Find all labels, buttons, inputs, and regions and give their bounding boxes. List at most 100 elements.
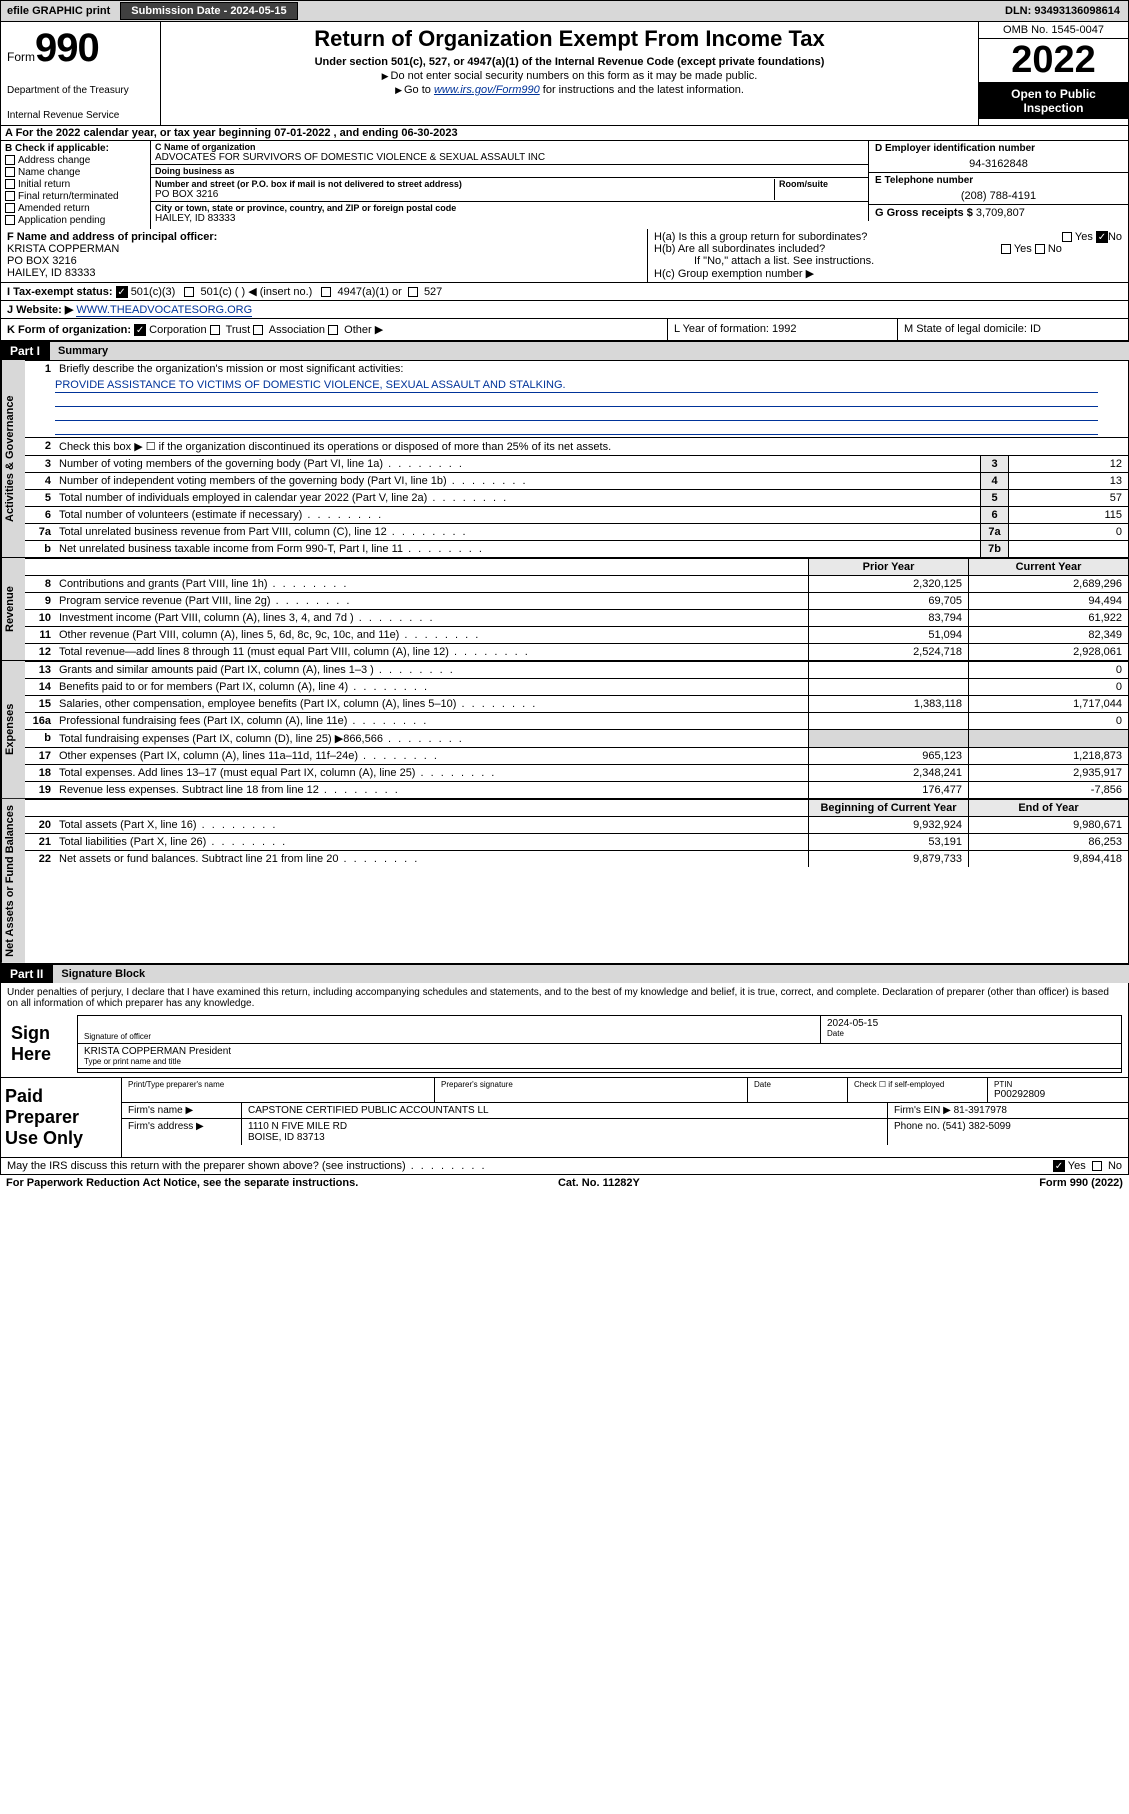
chk-application-pending[interactable]	[5, 215, 15, 225]
efile-label[interactable]: efile GRAPHIC print	[1, 5, 116, 17]
financial-line: 15Salaries, other compensation, employee…	[25, 695, 1128, 712]
part-2-header: Part II Signature Block	[0, 964, 1129, 983]
financial-line: 16aProfessional fundraising fees (Part I…	[25, 712, 1128, 729]
expenses-section: Expenses 13Grants and similar amounts pa…	[0, 661, 1129, 799]
firm-addr: 1110 N FIVE MILE RD	[248, 1121, 881, 1132]
col-b-checkboxes: B Check if applicable: Address change Na…	[1, 141, 151, 229]
chk-amended-return[interactable]	[5, 203, 15, 213]
header-grid: B Check if applicable: Address change Na…	[0, 141, 1129, 229]
firm-ein: 81-3917978	[954, 1105, 1007, 1116]
vtab-expenses: Expenses	[1, 661, 25, 798]
form-prefix: Form	[7, 50, 35, 64]
chk-association[interactable]	[253, 325, 263, 335]
line1-label: Briefly describe the organization's miss…	[55, 361, 1128, 377]
line2-text: Check this box ▶ ☐ if the organization d…	[55, 438, 1128, 455]
city-label: City or town, state or province, country…	[155, 203, 864, 213]
hb-no-chk[interactable]	[1035, 244, 1045, 254]
vtab-net-assets: Net Assets or Fund Balances	[1, 799, 25, 963]
addr-label: Number and street (or P.O. box if mail i…	[155, 179, 774, 189]
gross-label: G Gross receipts $	[875, 207, 973, 219]
omb-number: OMB No. 1545-0047	[979, 22, 1128, 39]
paid-preparer-label: Paid Preparer Use Only	[1, 1078, 121, 1157]
open-inspection: Open to Public Inspection	[979, 83, 1128, 119]
firm-city: BOISE, ID 83713	[248, 1132, 881, 1143]
chk-final-return[interactable]	[5, 191, 15, 201]
header-center: Return of Organization Exempt From Incom…	[161, 22, 978, 125]
pra-notice: For Paperwork Reduction Act Notice, see …	[6, 1177, 358, 1189]
discuss-yes-chk[interactable]: ✓	[1053, 1160, 1065, 1172]
group-return-section: H(a) Is this a group return for subordin…	[648, 229, 1128, 282]
chk-name-change[interactable]	[5, 167, 15, 177]
chk-corporation[interactable]: ✓	[134, 324, 146, 336]
irs-link[interactable]: www.irs.gov/Form990	[434, 84, 540, 96]
header-subtitle: Under section 501(c), 527, or 4947(a)(1)…	[169, 56, 970, 68]
paid-preparer-block: Paid Preparer Use Only Print/Type prepar…	[0, 1078, 1129, 1158]
col-d-right: D Employer identification number 94-3162…	[868, 141, 1128, 229]
financial-line: 19Revenue less expenses. Subtract line 1…	[25, 781, 1128, 798]
col-c-org-info: C Name of organization ADVOCATES FOR SUR…	[151, 141, 868, 229]
discuss-no-chk[interactable]	[1092, 1161, 1102, 1171]
chk-address-change[interactable]	[5, 155, 15, 165]
footer: For Paperwork Reduction Act Notice, see …	[0, 1175, 1129, 1191]
part-1-header: Part I Summary	[0, 341, 1129, 360]
chk-501c3[interactable]: ✓	[116, 286, 128, 298]
summary-line: 5Total number of individuals employed in…	[25, 489, 1128, 506]
form-990: 990	[35, 26, 99, 70]
name-title-label: Type or print name and title	[84, 1057, 1115, 1066]
sig-officer-label: Signature of officer	[84, 1032, 814, 1041]
return-title: Return of Organization Exempt From Incom…	[169, 26, 970, 52]
financial-line: 22Net assets or fund balances. Subtract …	[25, 850, 1128, 867]
chk-4947[interactable]	[321, 287, 331, 297]
gross-value: 3,709,807	[976, 207, 1025, 219]
room-label: Room/suite	[779, 179, 864, 189]
chk-527[interactable]	[408, 287, 418, 297]
irs-label: Internal Revenue Service	[7, 110, 154, 121]
financial-line: 9Program service revenue (Part VIII, lin…	[25, 592, 1128, 609]
officer-name-title: KRISTA COPPERMAN President	[84, 1046, 1115, 1057]
financial-line: 21Total liabilities (Part X, line 26)53,…	[25, 833, 1128, 850]
hdr-current-year: Current Year	[968, 559, 1128, 575]
year-formation: L Year of formation: 1992	[668, 319, 898, 340]
row-i-tax-status: I Tax-exempt status: ✓ 501(c)(3) 501(c) …	[0, 283, 1129, 301]
vtab-revenue: Revenue	[1, 558, 25, 660]
dba-label: Doing business as	[155, 166, 864, 176]
hb-note: If "No," attach a list. See instructions…	[654, 255, 1122, 267]
cat-no: Cat. No. 11282Y	[558, 1177, 640, 1189]
website-value[interactable]: WWW.THEADVOCATESORG.ORG	[76, 304, 252, 317]
officer-addr: PO BOX 3216	[7, 255, 641, 267]
ein-label: D Employer identification number	[875, 143, 1122, 154]
header-note-2: Go to www.irs.gov/Form990 for instructio…	[169, 84, 970, 96]
chk-trust[interactable]	[210, 325, 220, 335]
chk-other[interactable]	[328, 325, 338, 335]
form-footer: Form 990 (2022)	[1039, 1177, 1123, 1189]
vtab-governance: Activities & Governance	[1, 360, 25, 557]
submission-date-button[interactable]: Submission Date - 2024-05-15	[120, 2, 297, 20]
hdr-beginning-year: Beginning of Current Year	[808, 800, 968, 816]
net-assets-section: Net Assets or Fund Balances Beginning of…	[0, 799, 1129, 964]
ha-yes-chk[interactable]	[1062, 232, 1072, 242]
header-right: OMB No. 1545-0047 2022 Open to Public In…	[978, 22, 1128, 125]
declaration-text: Under penalties of perjury, I declare th…	[7, 987, 1122, 1009]
mission-text: PROVIDE ASSISTANCE TO VICTIMS OF DOMESTI…	[25, 377, 1128, 437]
chk-501c[interactable]	[184, 287, 194, 297]
principal-officer: F Name and address of principal officer:…	[1, 229, 648, 282]
summary-line: 4Number of independent voting members of…	[25, 472, 1128, 489]
financial-line: 13Grants and similar amounts paid (Part …	[25, 661, 1128, 678]
phone-label: E Telephone number	[875, 175, 1122, 186]
sig-date-label: Date	[827, 1029, 1115, 1038]
chk-initial-return[interactable]	[5, 179, 15, 189]
summary-line: 6Total number of volunteers (estimate if…	[25, 506, 1128, 523]
financial-line: 11Other revenue (Part VIII, column (A), …	[25, 626, 1128, 643]
hb-yes-chk[interactable]	[1001, 244, 1011, 254]
ha-no-chk[interactable]: ✓	[1096, 231, 1108, 243]
officer-city: HAILEY, ID 83333	[7, 267, 641, 279]
col-b-title: B Check if applicable:	[5, 143, 146, 154]
dept-treasury: Department of the Treasury	[7, 85, 154, 96]
header-note-1: Do not enter social security numbers on …	[169, 70, 970, 82]
officer-name: KRISTA COPPERMAN	[7, 243, 641, 255]
state-domicile: M State of legal domicile: ID	[898, 319, 1128, 340]
phone-value: (208) 788-4191	[875, 190, 1122, 202]
form-header: Form990 Department of the Treasury Inter…	[0, 22, 1129, 125]
sig-date-value: 2024-05-15	[827, 1018, 1115, 1029]
financial-line: 18Total expenses. Add lines 13–17 (must …	[25, 764, 1128, 781]
